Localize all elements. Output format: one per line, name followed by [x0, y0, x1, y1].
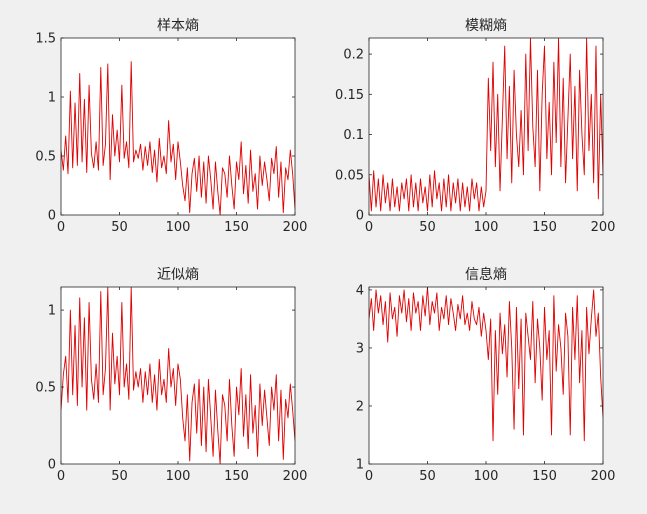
approximate-entropy-axes-background: [61, 287, 295, 464]
information-entropy-y-tick-label: 4: [356, 283, 364, 298]
fuzzy-entropy-x-tick-label: 150: [532, 220, 557, 235]
subplot-information-entropy: 0 50 100 150 200 1 2 3 4 信息熵: [356, 266, 616, 484]
approximate-entropy-x-tick-label: 200: [283, 469, 308, 484]
sample-entropy-x-tick-label: 100: [166, 220, 191, 235]
approximate-entropy-title: 近似熵: [157, 267, 199, 283]
approximate-entropy-x-tick-label: 150: [224, 469, 249, 484]
fuzzy-entropy-y-tick-label: 0.1: [343, 128, 364, 143]
information-entropy-x-tick-label: 100: [474, 469, 499, 484]
information-entropy-axes-background: [369, 287, 603, 464]
information-entropy-y-tick-label: 3: [356, 341, 364, 356]
approximate-entropy-x-tick-label: 0: [57, 469, 65, 484]
fuzzy-entropy-x-tick-label: 100: [474, 220, 499, 235]
approximate-entropy-x-tick-label: 100: [166, 469, 191, 484]
sample-entropy-x-tick-label: 200: [283, 220, 308, 235]
sample-entropy-y-tick-label: 0.5: [35, 150, 56, 165]
fuzzy-entropy-x-tick-label: 200: [591, 220, 616, 235]
information-entropy-x-tick-label: 50: [419, 469, 436, 484]
sample-entropy-title: 样本熵: [157, 18, 199, 34]
fuzzy-entropy-y-tick-label: 0.2: [343, 48, 364, 63]
approximate-entropy-x-tick-label: 50: [111, 469, 128, 484]
fuzzy-entropy-y-tick-label: 0: [356, 209, 364, 224]
subplot-fuzzy-entropy: 0 50 100 150 200 0 0.05 0.1 0.15 0.2 模糊熵: [335, 18, 615, 235]
sample-entropy-y-tick-label: 0: [48, 209, 56, 224]
information-entropy-series-line: [369, 287, 603, 442]
approximate-entropy-y-tick-label: 1: [48, 304, 56, 319]
sample-entropy-y-tick-label: 1: [48, 91, 56, 106]
fuzzy-entropy-x-tick-label: 0: [365, 220, 373, 235]
fuzzy-entropy-y-tick-label: 0.05: [335, 168, 364, 183]
sample-entropy-series-line: [61, 61, 295, 215]
fuzzy-entropy-x-tick-label: 50: [419, 220, 436, 235]
information-entropy-title: 信息熵: [465, 266, 507, 283]
information-entropy-y-tick-label: 1: [356, 458, 364, 473]
information-entropy-y-tick-label: 2: [356, 399, 364, 414]
subplot-sample-entropy: 0 50 100 150 200 0 0.5 1 1.5 样本熵: [35, 18, 307, 235]
fuzzy-entropy-series-line: [369, 38, 603, 212]
sample-entropy-y-tick-label: 1.5: [35, 32, 56, 47]
sample-entropy-axes-background: [61, 38, 295, 215]
subplot-approximate-entropy: 0 50 100 150 200 0 0.5 1 近似熵: [35, 267, 307, 484]
fuzzy-entropy-title: 模糊熵: [465, 18, 507, 34]
approximate-entropy-y-tick-label: 0: [48, 458, 56, 473]
fuzzy-entropy-y-tick-label: 0.15: [335, 88, 364, 103]
sample-entropy-x-tick-label: 50: [111, 220, 128, 235]
information-entropy-x-tick-label: 0: [365, 469, 373, 484]
information-entropy-x-tick-label: 150: [532, 469, 557, 484]
approximate-entropy-y-tick-label: 0.5: [35, 381, 56, 396]
sample-entropy-x-tick-label: 150: [224, 220, 249, 235]
sample-entropy-x-tick-label: 0: [57, 220, 65, 235]
information-entropy-x-tick-label: 200: [591, 469, 616, 484]
approximate-entropy-series-line: [61, 287, 295, 464]
